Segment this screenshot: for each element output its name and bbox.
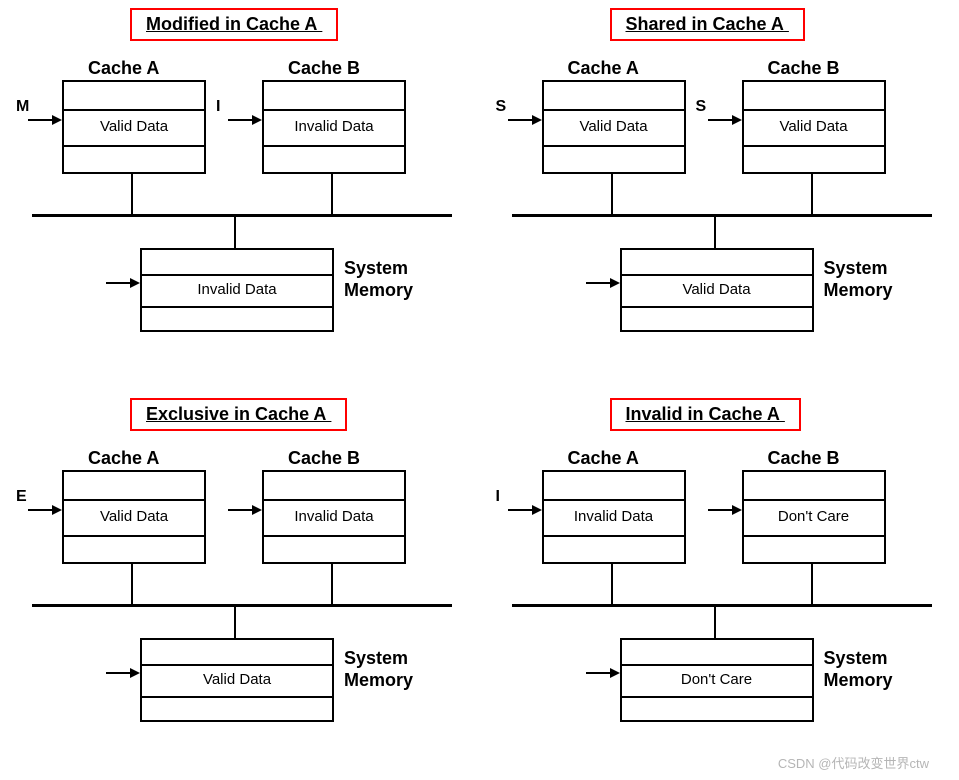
panel-invalid: Invalid in Cache A Cache A Cache B I Invali… bbox=[480, 390, 959, 780]
cache-a-label: Cache A bbox=[568, 58, 639, 79]
cache-a-label: Cache A bbox=[88, 448, 159, 469]
watermark: CSDN @代码改变世界ctw bbox=[778, 753, 929, 772]
memory-box: Don't Care bbox=[620, 638, 814, 722]
arrow bbox=[508, 505, 542, 515]
cache-b-label: Cache B bbox=[288, 448, 360, 469]
connector bbox=[714, 607, 716, 638]
memory-label: SystemMemory bbox=[824, 648, 893, 691]
state-title: Modified in Cache A bbox=[130, 8, 338, 41]
cache-b-box-data: Invalid Data bbox=[294, 508, 373, 525]
arrow bbox=[28, 115, 62, 125]
cache-b-box-data: Don't Care bbox=[778, 508, 849, 525]
bus-line bbox=[32, 214, 452, 217]
cache-a-label: Cache A bbox=[568, 448, 639, 469]
connector bbox=[131, 172, 133, 214]
panel-modified: Modified in Cache A Cache A Cache B M I Vali… bbox=[0, 0, 480, 390]
connector bbox=[331, 562, 333, 604]
connector bbox=[331, 172, 333, 214]
cache-a-box-data: Valid Data bbox=[100, 118, 168, 135]
connector bbox=[811, 562, 813, 604]
memory-label: SystemMemory bbox=[344, 258, 413, 301]
memory-label: SystemMemory bbox=[824, 258, 893, 301]
cache-a-box-data: Valid Data bbox=[100, 508, 168, 525]
cache-a-box: Invalid Data bbox=[542, 470, 686, 564]
memory-box: Valid Data bbox=[140, 638, 334, 722]
cache-a-box: Valid Data bbox=[542, 80, 686, 174]
state-a: E bbox=[16, 488, 27, 506]
arrow bbox=[708, 115, 742, 125]
state-title: Shared in Cache A bbox=[610, 8, 805, 41]
memory-data: Valid Data bbox=[203, 671, 271, 688]
arrow bbox=[708, 505, 742, 515]
cache-a-box-data: Valid Data bbox=[579, 118, 647, 135]
cache-b-label: Cache B bbox=[768, 58, 840, 79]
cache-b-box-data: Valid Data bbox=[779, 118, 847, 135]
arrow bbox=[106, 668, 140, 678]
cache-a-box-data: Invalid Data bbox=[574, 508, 653, 525]
memory-box: Valid Data bbox=[620, 248, 814, 332]
bus-line bbox=[512, 214, 932, 217]
connector bbox=[234, 217, 236, 248]
arrow bbox=[28, 505, 62, 515]
connector bbox=[234, 607, 236, 638]
memory-data: Valid Data bbox=[682, 281, 750, 298]
memory-label: SystemMemory bbox=[344, 648, 413, 691]
cache-b-box: Invalid Data bbox=[262, 80, 406, 174]
bus-line bbox=[32, 604, 452, 607]
connector bbox=[811, 172, 813, 214]
memory-data: Don't Care bbox=[681, 671, 752, 688]
arrow bbox=[586, 668, 620, 678]
arrow bbox=[508, 115, 542, 125]
arrow bbox=[228, 505, 262, 515]
memory-box: Invalid Data bbox=[140, 248, 334, 332]
memory-data: Invalid Data bbox=[197, 281, 276, 298]
cache-b-box-data: Invalid Data bbox=[294, 118, 373, 135]
connector bbox=[714, 217, 716, 248]
state-a: M bbox=[16, 98, 29, 116]
state-a: S bbox=[496, 98, 507, 116]
state-b: I bbox=[216, 98, 220, 116]
cache-b-label: Cache B bbox=[768, 448, 840, 469]
arrow bbox=[586, 278, 620, 288]
cache-a-box: Valid Data bbox=[62, 80, 206, 174]
connector bbox=[611, 562, 613, 604]
cache-b-label: Cache B bbox=[288, 58, 360, 79]
state-b: S bbox=[696, 98, 707, 116]
state-title: Invalid in Cache A bbox=[610, 398, 801, 431]
bus-line bbox=[512, 604, 932, 607]
cache-b-box: Valid Data bbox=[742, 80, 886, 174]
cache-a-box: Valid Data bbox=[62, 470, 206, 564]
state-title: Exclusive in Cache A bbox=[130, 398, 347, 431]
connector bbox=[611, 172, 613, 214]
arrow bbox=[228, 115, 262, 125]
cache-b-box: Don't Care bbox=[742, 470, 886, 564]
panel-exclusive: Exclusive in Cache A Cache A Cache B E Vali… bbox=[0, 390, 480, 780]
arrow bbox=[106, 278, 140, 288]
cache-a-label: Cache A bbox=[88, 58, 159, 79]
connector bbox=[131, 562, 133, 604]
state-a: I bbox=[496, 488, 500, 506]
cache-b-box: Invalid Data bbox=[262, 470, 406, 564]
panel-shared: Shared in Cache A Cache A Cache B S S Valid … bbox=[480, 0, 959, 390]
